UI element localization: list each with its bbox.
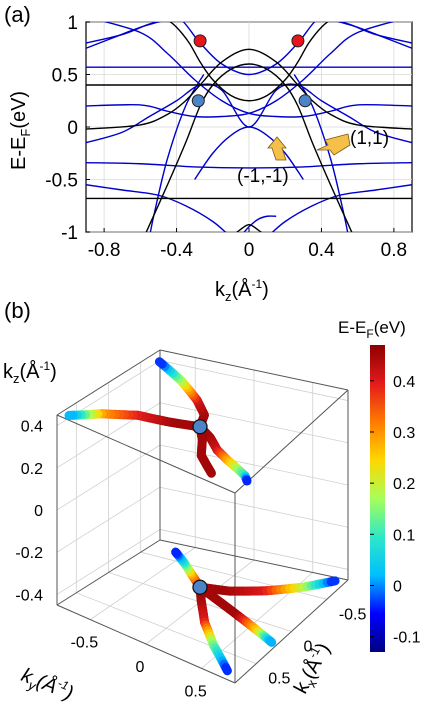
band-line-blue [271,184,412,232]
colorbar-tick-label: 0.1 [393,527,415,544]
annotation-1-1-label: (1,1) [350,128,389,149]
annotation-m1-m1: (-1,-1) [237,136,289,187]
nodal-line [195,576,340,596]
colorbar-gradient [370,345,385,652]
plot-a-ticks: -0.8 -0.4 0 0.4 0.8 1 0.5 0 -0.5 -1 [45,13,407,261]
x-tick-label: 0.4 [308,240,335,261]
y-tick-label: -0.5 [45,171,78,192]
nodal-point [192,579,208,595]
x-tick-label: -0.8 [88,240,121,261]
y-tick-label-3d: -0.5 [71,635,99,652]
x-tick-label-3d: 0.5 [268,671,290,688]
colorbar-ticks: 0.4 0.3 0.2 0.1 0 -0.1 [370,374,421,647]
y-axis-label: E-EF(eV) [8,91,33,170]
band-lines [86,22,412,232]
x-axis-label-3d: kx(Å-1) [288,639,337,699]
band-line-black [236,223,262,232]
nodal-line-segment [171,547,182,558]
box-edge [56,349,161,416]
y-axis-label-3d: ky(Å-1) [17,662,77,703]
z-axis-label: kz(Å-1) [3,359,57,386]
z-tick-label: 0.4 [21,419,43,436]
z-tick-label: 0 [34,503,43,520]
z-tick-label: -0.2 [15,545,43,562]
box-edge [159,539,349,581]
panel-a-label: (a) [4,2,31,27]
colorbar-tick-label: 0.3 [393,425,415,442]
band-line-blue [243,215,277,232]
weyl-points [191,34,312,108]
band-line-black [86,48,412,130]
box-edge [234,579,349,684]
weyl-point [193,34,207,48]
nodal-line [195,582,277,647]
x-tick-label: 0.8 [381,240,407,261]
box-edge [159,349,349,391]
z-tick-label: 0.2 [21,461,43,478]
y-tick-label-3d: 0 [136,659,145,676]
x-tick-label: -0.4 [160,240,193,261]
colorbar-title: E-EF(eV) [338,318,406,341]
y-tick-label: 0 [67,118,78,139]
box-edge [56,539,161,606]
band-line-blue [194,126,304,180]
nodal-line [64,409,205,432]
x-tick-label: 0 [244,240,255,261]
box-edge [234,389,349,494]
panel-b-label: (b) [4,298,31,323]
nodal-point [192,419,208,435]
band-line-blue [86,22,161,49]
3d-ticks: 0.4 0.2 0 -0.2 -0.4 -0.5 0 0.5 -0.5 0 0.5 [15,419,366,701]
3d-nodal-plot: 0.40.20-0.2-0.4-0.500.5-0.500.5 kz(Å-1) … [3,349,366,703]
colorbar-tick-label: 0.2 [393,476,415,493]
y-tick-label: 0.5 [52,66,78,87]
y-tick-label: 1 [67,13,78,34]
box-edge [56,414,236,494]
3d-box [56,349,349,684]
band-line-blue [86,162,412,169]
y-tick-label-3d: 0.5 [185,683,207,700]
band-line-blue [86,184,227,232]
colorbar: 0.4 0.3 0.2 0.1 0 -0.1 E-EF(eV) [338,318,421,652]
band-line-blue [337,22,412,49]
band-structure-plot: -0.8 -0.4 0 0.4 0.8 1 0.5 0 -0.5 -1 (1,1) (-1,-1)… [8,13,413,304]
weyl-point [191,94,205,108]
weyl-point [298,94,312,108]
z-tick-label: -0.4 [15,587,43,604]
band-line-blue [103,22,412,118]
annotation-m1-m1-label: (-1,-1) [237,166,289,187]
annotation-1-1: (1,1) [316,128,389,156]
colorbar-tick-label: 0.4 [393,374,415,391]
arrow-icon [267,136,287,161]
x-axis-label: kz(Å-1) [215,277,269,304]
x-tick-label-3d: 0 [304,639,313,656]
nodal-line-segment [221,662,232,676]
arrow-icon [316,133,351,156]
nodal-line-segment [154,357,167,369]
y-tick-label: -1 [61,223,78,244]
nodal-line-segment [326,576,340,587]
nodal-line-segment [206,467,216,478]
colorbar-tick-label: 0 [393,578,402,595]
band-line-black [145,63,353,232]
colorbar-tick-label: -0.1 [393,630,421,647]
nodal-points [192,419,208,595]
x-tick-label-3d: -0.5 [339,606,367,623]
box-edge [56,604,236,684]
nodal-lines [64,357,340,676]
nodal-line-segment [265,636,277,647]
band-line-black [169,22,329,102]
weyl-point [291,34,305,48]
